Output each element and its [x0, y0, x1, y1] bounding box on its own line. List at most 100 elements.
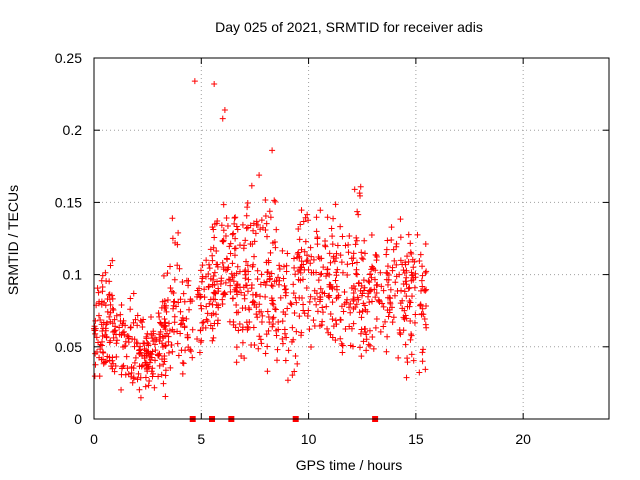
data-point [366, 299, 373, 306]
data-point [292, 271, 299, 278]
data-point [311, 295, 318, 302]
data-point [384, 263, 391, 270]
data-point [118, 386, 125, 393]
data-point [146, 378, 153, 385]
x-tick-label: 20 [515, 431, 531, 447]
data-point [419, 272, 426, 279]
y-tick-label: 0.25 [55, 50, 82, 66]
data-point [330, 253, 337, 260]
data-point [131, 343, 138, 350]
data-point [293, 328, 300, 335]
data-point [271, 197, 278, 204]
data-point [298, 207, 305, 214]
data-point [100, 360, 107, 367]
data-point [350, 250, 357, 257]
data-point [179, 370, 186, 377]
data-point [97, 317, 104, 324]
data-point [252, 291, 259, 298]
data-point [393, 273, 400, 280]
data-point [121, 331, 128, 338]
data-point [162, 393, 169, 400]
data-point [288, 338, 295, 345]
data-point [143, 350, 150, 357]
data-point [408, 331, 415, 338]
data-point [320, 264, 327, 271]
data-point [409, 293, 416, 300]
data-point [167, 364, 174, 371]
data-point [205, 271, 212, 278]
data-point [348, 255, 355, 262]
data-point [333, 286, 340, 293]
data-point [213, 301, 220, 308]
data-point [233, 302, 240, 309]
data-point [111, 328, 118, 335]
data-point [159, 298, 166, 305]
data-point [282, 286, 289, 293]
data-point [233, 359, 240, 366]
data-point [281, 282, 288, 289]
data-point [103, 333, 110, 340]
data-point [235, 327, 242, 334]
data-point [421, 315, 428, 322]
data-point [269, 283, 276, 290]
data-point [149, 365, 156, 372]
data-point [417, 302, 424, 309]
data-point [383, 276, 390, 283]
data-point [218, 277, 225, 284]
data-point [211, 269, 218, 276]
data-point [284, 305, 291, 312]
data-point [166, 327, 173, 334]
data-point [241, 355, 248, 362]
data-point [304, 252, 311, 259]
plot-frame [93, 57, 610, 420]
data-point [238, 352, 245, 359]
data-point [171, 298, 178, 305]
data-point [332, 317, 339, 324]
data-point [128, 369, 135, 376]
data-point [337, 317, 344, 324]
data-point [189, 354, 196, 361]
data-point [265, 327, 272, 334]
data-point [162, 319, 169, 326]
data-point [209, 281, 216, 288]
data-point [294, 360, 301, 367]
data-point [292, 352, 299, 359]
data-point [104, 308, 111, 315]
data-point [308, 253, 315, 260]
data-point [304, 312, 311, 319]
data-point [342, 242, 349, 249]
data-point [151, 341, 158, 348]
data-point [224, 223, 231, 230]
data-point [371, 286, 378, 293]
data-point [353, 301, 360, 308]
data-point [185, 277, 192, 284]
data-point [160, 335, 167, 342]
data-point [248, 281, 255, 288]
data-point [378, 283, 385, 290]
data-point [279, 340, 286, 347]
data-point [419, 305, 426, 312]
data-point [356, 309, 363, 316]
data-point [289, 324, 296, 331]
data-point [198, 305, 205, 312]
data-point [407, 249, 414, 256]
data-point [162, 372, 169, 379]
data-point [360, 338, 367, 345]
data-point [298, 264, 305, 271]
data-point [383, 246, 390, 253]
data-point [116, 324, 123, 331]
data-point [117, 317, 124, 324]
x-tick-label: 10 [301, 431, 317, 447]
data-point [220, 201, 227, 208]
data-point [358, 353, 365, 360]
y-axis-label: SRMTID / TECUs [5, 185, 21, 295]
data-point [269, 297, 276, 304]
data-point [295, 225, 302, 232]
chart-title: Day 025 of 2021, SRMTID for receiver adi… [215, 19, 483, 35]
data-point [327, 311, 334, 318]
data-point [268, 270, 275, 277]
data-point [376, 299, 383, 306]
data-point [201, 286, 208, 293]
data-point [113, 312, 120, 319]
data-point [256, 301, 263, 308]
